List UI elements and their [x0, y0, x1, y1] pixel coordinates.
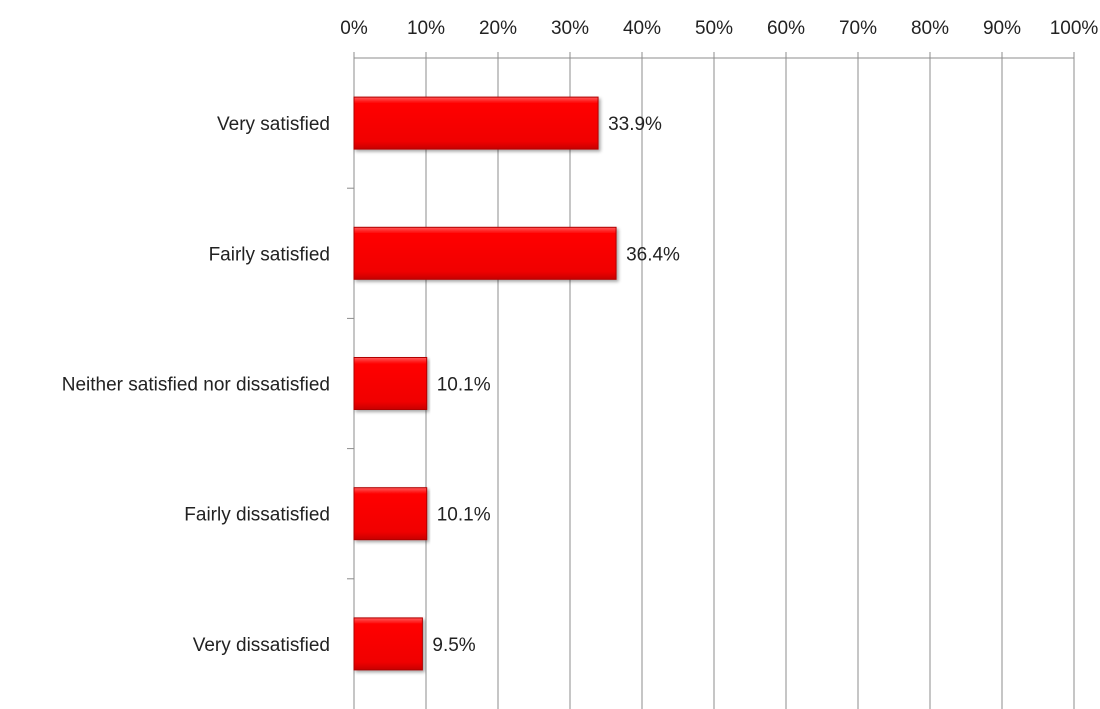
x-tick-label: 20% [479, 18, 517, 39]
bar-very-dissatisfied [353, 617, 423, 671]
data-label: 33.9% [608, 114, 662, 135]
x-tick-label: 90% [983, 18, 1021, 39]
bar-very-satisfied [353, 96, 599, 150]
x-tick-label: 40% [623, 18, 661, 39]
y-axis-category-labels: Very satisfied Fairly satisfied Neither sa… [62, 114, 330, 656]
category-label: Neither satisfied nor dissatisfied [62, 375, 330, 396]
x-tick-label: 100% [1050, 18, 1099, 39]
gridlines [353, 52, 1075, 709]
bar-fairly-dissatisfied [353, 487, 428, 541]
bar-fairly-satisfied [353, 226, 617, 280]
bar-neither-satisfied-nor-dissatisfied [353, 357, 428, 410]
x-tick-label: 80% [911, 18, 949, 39]
category-label: Fairly satisfied [209, 244, 330, 265]
bars [353, 96, 617, 671]
x-axis-tick-labels: 0% 10% 20% 30% 40% 50% 60% 70% 80% 90% 100% [340, 18, 1098, 39]
category-label: Very satisfied [217, 114, 330, 135]
x-tick-label: 50% [695, 18, 733, 39]
category-label: Very dissatisfied [193, 635, 330, 656]
data-label: 9.5% [432, 635, 475, 656]
axes [347, 57, 1074, 580]
data-label: 36.4% [626, 244, 680, 265]
data-label: 10.1% [437, 375, 491, 396]
data-label: 10.1% [437, 505, 491, 526]
category-label: Fairly dissatisfied [184, 505, 330, 526]
x-tick-label: 30% [551, 18, 589, 39]
x-tick-label: 0% [340, 18, 368, 39]
x-tick-label: 70% [839, 18, 877, 39]
x-tick-label: 60% [767, 18, 805, 39]
x-tick-label: 10% [407, 18, 445, 39]
data-labels: 33.9% 36.4% 10.1% 10.1% 9.5% [432, 114, 680, 656]
